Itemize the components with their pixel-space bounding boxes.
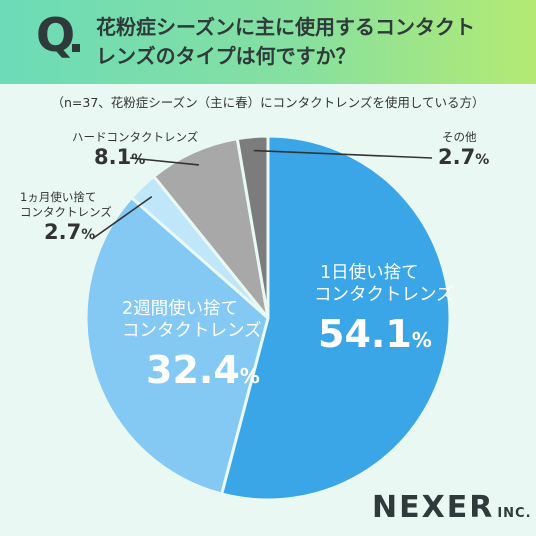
label-other-name: その他 (442, 130, 477, 144)
label-biweekly: 2週間使い捨て コンタクトレンズ 32.4% (122, 298, 262, 392)
label-daily-name-1: 1日使い捨て (320, 263, 419, 283)
q-dot (72, 44, 80, 52)
label-biweekly-name-2: コンタクトレンズ (122, 321, 262, 341)
nexer-logo: NEXER INC. (372, 490, 532, 525)
question-line-2: レンズのタイプは何ですか？ (96, 44, 356, 68)
label-daily-pct: 54.1 (318, 312, 412, 356)
pie-slice-biweekly (84, 196, 270, 496)
leader-line-hard (129, 157, 199, 166)
label-biweekly-name-1: 2週間使い捨て (122, 299, 239, 319)
label-other-pct: 2.7 (438, 145, 476, 169)
pie-slice-hard (152, 137, 270, 320)
label-monthly-name-2: コンタクトレンズ (20, 205, 112, 219)
label-other-unit: % (475, 152, 490, 168)
q-letter: Q (36, 8, 76, 62)
label-hard-contact: ハードコンタクトレンズ 8.1% (72, 130, 198, 169)
label-daily-unit: % (411, 328, 432, 352)
label-hard-contact-pct: 8.1 (94, 145, 132, 169)
leader-line-monthly (91, 195, 153, 240)
label-monthly-pct: 2.7 (44, 220, 82, 244)
pie-slice-other (235, 134, 270, 320)
label-biweekly-unit: % (239, 364, 260, 388)
label-monthly: 1ヵ月使い捨て コンタクトレンズ 2.7% (20, 190, 112, 244)
label-daily-name-2: コンタクトレンズ (314, 285, 454, 305)
label-monthly-unit: % (81, 227, 96, 243)
question-title: 花粉症シーズンに主に使用するコンタクト レンズのタイプは何ですか？ (96, 13, 516, 71)
label-hard-contact-name: ハードコンタクトレンズ (72, 130, 199, 144)
leader-line-other (253, 149, 433, 159)
label-biweekly-pct: 32.4 (146, 348, 240, 392)
question-line-1: 花粉症シーズンに主に使用するコンタクト (96, 15, 475, 39)
sample-note: （n=37、花粉症シーズン（主に春）にコンタクトレンズを使用している方） (51, 95, 485, 110)
pie-slice-daily (220, 134, 452, 502)
label-hard-contact-unit: % (131, 152, 146, 168)
label-daily: 1日使い捨て コンタクトレンズ 54.1% (314, 262, 454, 356)
logo-suffix: INC. (497, 506, 532, 521)
label-other: その他 2.7% (438, 130, 489, 169)
question-header: Q 花粉症シーズンに主に使用するコンタクト レンズのタイプは何ですか？ (0, 0, 536, 84)
logo-word: NEXER (372, 490, 495, 525)
label-monthly-name-1: 1ヵ月使い捨て (20, 190, 97, 204)
